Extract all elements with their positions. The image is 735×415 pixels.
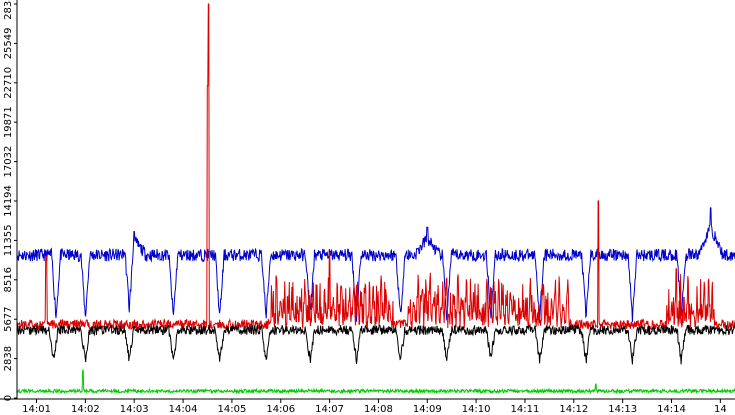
x-axis-band [0, 400, 735, 415]
y-tick-label: 17032 [3, 146, 14, 178]
x-tick-label: 14:10 [462, 404, 491, 415]
x-tick-label: 14:01 [22, 404, 51, 415]
x-tick-label: 14:12 [559, 404, 588, 415]
x-tick-label: 14:02 [71, 404, 100, 415]
y-tick-label: 19871 [3, 106, 14, 138]
series-layer [16, 3, 735, 395]
y-tick-label: 0 [3, 395, 14, 401]
x-tick-label: 14 [714, 404, 727, 415]
x-tick-label: 14:04 [169, 404, 198, 415]
y-tick-label: 2838 [3, 346, 14, 371]
y-tick-label: 8516 [3, 267, 14, 292]
x-tick-label: 14:08 [364, 404, 393, 415]
x-tick-label: 14:05 [217, 404, 246, 415]
series-line-0 [16, 207, 735, 324]
x-tick-label: 14:11 [511, 404, 540, 415]
x-tick-label: 14:14 [657, 404, 686, 415]
x-tick-label: 14:13 [608, 404, 637, 415]
y-axis: 0 2838 5677 8516 11355 14194 17032 19871 22710 25… [3, 0, 18, 401]
y-tick-label: 25549 [3, 27, 14, 59]
series-line-1 [16, 3, 735, 331]
x-tick-label: 14:09 [413, 404, 442, 415]
x-tick-label: 14:06 [266, 404, 295, 415]
series-line-3 [16, 369, 735, 395]
series-line-2 [16, 323, 735, 365]
y-tick-label: 11355 [3, 224, 14, 256]
y-tick-label: 5677 [3, 306, 14, 331]
x-tick-label: 14:03 [120, 404, 149, 415]
x-axis: 14:01 14:02 14:03 14:04 14:05 14:06 14:07 14:08… [0, 398, 735, 415]
x-tick-label: 14:07 [315, 404, 344, 415]
y-tick-label: 14194 [3, 185, 14, 217]
y-tick-label: 22710 [3, 67, 14, 99]
y-tick-label: 28388 [3, 0, 14, 20]
